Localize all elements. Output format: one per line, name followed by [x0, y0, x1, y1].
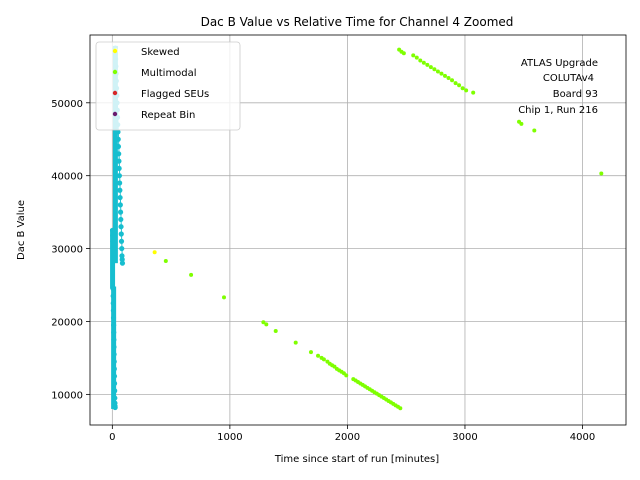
data-point [401, 51, 406, 56]
data-point [432, 67, 437, 72]
legend-label: Repeat Bin [141, 110, 195, 121]
x-axis-label: Time since start of run [minutes] [274, 454, 439, 465]
chart-title: Dac B Value vs Relative Time for Channel… [201, 15, 514, 29]
y-tick-label: 40000 [51, 172, 83, 183]
run-annotation: ATLAS Upgrade COLUTAv4 Board 93 Chip 1, … [518, 58, 598, 116]
data-point [439, 71, 444, 76]
data-point [293, 340, 298, 345]
data-point [519, 121, 524, 126]
data-point [189, 272, 194, 277]
data-point [273, 328, 278, 333]
data-point [442, 73, 447, 78]
data-point [398, 406, 403, 411]
y-tick-label: 30000 [51, 245, 83, 256]
annotation-line-1: ATLAS Upgrade [521, 58, 598, 69]
y-tick-label: 20000 [51, 317, 83, 328]
ticks-layer: 0 1000 2000 3000 4000 10000 20000 30000 40000 500… [51, 99, 595, 443]
annotation-line-2: COLUTAv4 [543, 73, 594, 84]
y-tick-label: 50000 [51, 99, 83, 110]
data-point [425, 62, 430, 67]
data-point [453, 81, 458, 86]
legend-label: Flagged SEUs [141, 89, 209, 100]
data-point [421, 60, 426, 65]
data-point [599, 171, 604, 176]
data-point [152, 250, 157, 255]
x-tick-label: 0 [109, 432, 115, 443]
data-point [457, 83, 462, 88]
dense-cluster-band [111, 286, 117, 409]
x-tick-label: 4000 [570, 432, 595, 443]
data-point [532, 128, 537, 133]
dense-cluster-band [110, 228, 116, 289]
x-tick-label: 1000 [217, 432, 242, 443]
annotation-line-3: Board 93 [553, 89, 598, 100]
data-point [471, 90, 476, 95]
data-point [163, 258, 168, 263]
data-point [264, 322, 269, 327]
y-tick-label: 10000 [51, 390, 83, 401]
plot-frame [89, 34, 627, 426]
legend-marker [112, 48, 118, 54]
data-point [414, 55, 419, 60]
data-point [446, 76, 451, 81]
data-point [418, 58, 423, 63]
legend-box [95, 41, 241, 131]
data-point [464, 88, 469, 93]
legend-label: Skewed [141, 47, 180, 58]
series-multimodal [163, 47, 604, 411]
data-point [460, 86, 465, 91]
annotation-line-4: Chip 1, Run 216 [518, 105, 598, 116]
data-point [316, 353, 321, 358]
data-point [435, 69, 440, 74]
legend: Skewed Multimodal Flagged SEUs Repeat Bin [95, 41, 241, 131]
legend-marker [112, 111, 118, 117]
data-point [411, 53, 416, 58]
legend-marker [112, 69, 118, 75]
data-point [261, 320, 266, 325]
data-point [222, 295, 226, 300]
x-tick-label: 2000 [335, 432, 360, 443]
legend-marker [112, 90, 118, 96]
data-point [308, 350, 313, 355]
data-point [344, 373, 349, 378]
legend-label: Multimodal [141, 68, 197, 79]
data-point [450, 78, 455, 83]
x-tick-label: 3000 [452, 432, 477, 443]
dense-cluster-band [112, 45, 118, 264]
grid-layer [90, 35, 626, 425]
data-point [428, 65, 433, 70]
data-point [321, 357, 326, 362]
y-axis-label: Dac B Value [16, 200, 27, 260]
